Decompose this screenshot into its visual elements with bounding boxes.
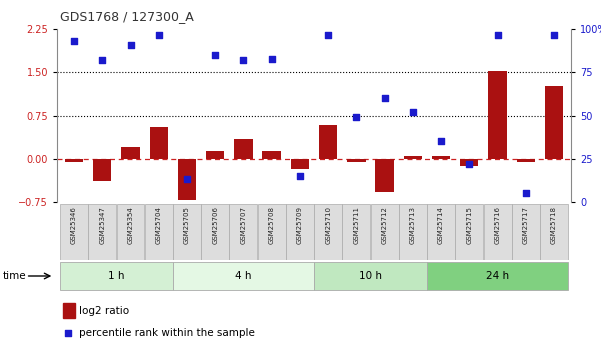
Point [154, 32, 163, 37]
Text: 4 h: 4 h [235, 271, 252, 281]
Point [182, 177, 192, 182]
Point [521, 190, 531, 196]
Text: GSM25346: GSM25346 [71, 206, 77, 244]
Bar [65, 159, 83, 162]
Text: GSM25712: GSM25712 [382, 206, 388, 244]
Text: GDS1768 / 127300_A: GDS1768 / 127300_A [60, 10, 194, 23]
Bar [63, 303, 75, 318]
Point [69, 39, 79, 44]
Text: GSM25717: GSM25717 [523, 206, 529, 244]
Bar [540, 204, 568, 260]
Bar [145, 204, 172, 260]
Bar [173, 204, 201, 260]
Point [97, 58, 107, 63]
Text: GSM25713: GSM25713 [410, 206, 416, 244]
Bar [432, 156, 450, 159]
Point [408, 109, 418, 115]
Point [493, 32, 502, 37]
Point [465, 161, 474, 167]
Bar [484, 204, 511, 260]
Bar [258, 204, 285, 260]
Text: GSM25705: GSM25705 [184, 206, 190, 244]
Bar [427, 262, 568, 290]
Text: GSM25710: GSM25710 [325, 206, 331, 244]
Text: 1 h: 1 h [108, 271, 124, 281]
Bar [286, 204, 314, 260]
Text: 10 h: 10 h [359, 271, 382, 281]
Bar [121, 147, 139, 159]
Bar [60, 262, 173, 290]
Bar [206, 151, 224, 159]
Bar [314, 262, 427, 290]
Bar [343, 204, 370, 260]
Point [549, 32, 559, 37]
Text: GSM25707: GSM25707 [240, 206, 246, 244]
Point [436, 139, 446, 144]
Bar [545, 86, 563, 159]
Bar [291, 159, 309, 169]
Point [210, 52, 220, 58]
Bar [512, 204, 540, 260]
Point [126, 42, 135, 48]
Point [295, 173, 305, 179]
Text: GSM25709: GSM25709 [297, 206, 303, 244]
Point [267, 56, 276, 61]
Bar [230, 204, 257, 260]
Text: time: time [3, 271, 26, 281]
Bar [489, 71, 507, 159]
Text: GSM25354: GSM25354 [127, 206, 133, 244]
Point [352, 115, 361, 120]
Bar [263, 151, 281, 159]
Bar [319, 125, 337, 159]
Text: GSM25704: GSM25704 [156, 206, 162, 244]
Bar [117, 204, 144, 260]
Text: percentile rank within the sample: percentile rank within the sample [79, 328, 255, 338]
Text: GSM25714: GSM25714 [438, 206, 444, 244]
Text: GSM25708: GSM25708 [269, 206, 275, 244]
Bar [314, 204, 342, 260]
Text: log2 ratio: log2 ratio [79, 306, 129, 316]
Bar [517, 159, 535, 161]
Bar [178, 159, 196, 200]
Bar [427, 204, 455, 260]
Bar [460, 159, 478, 166]
Bar [376, 159, 394, 192]
Bar [201, 204, 229, 260]
Bar [399, 204, 427, 260]
Bar [150, 127, 168, 159]
Point [323, 32, 333, 37]
Bar [88, 204, 116, 260]
Bar [347, 159, 365, 161]
Text: GSM25718: GSM25718 [551, 206, 557, 244]
Text: 24 h: 24 h [486, 271, 509, 281]
Bar [234, 139, 252, 159]
Bar [93, 159, 111, 180]
Bar [371, 204, 398, 260]
Point [64, 330, 73, 336]
Bar [456, 204, 483, 260]
Bar [404, 156, 422, 159]
Point [380, 96, 389, 101]
Text: GSM25347: GSM25347 [99, 206, 105, 244]
Bar [60, 204, 88, 260]
Text: GSM25715: GSM25715 [466, 206, 472, 244]
Point [239, 58, 248, 63]
Text: GSM25711: GSM25711 [353, 206, 359, 244]
Text: GSM25706: GSM25706 [212, 206, 218, 244]
Text: GSM25716: GSM25716 [495, 206, 501, 244]
Bar [173, 262, 314, 290]
